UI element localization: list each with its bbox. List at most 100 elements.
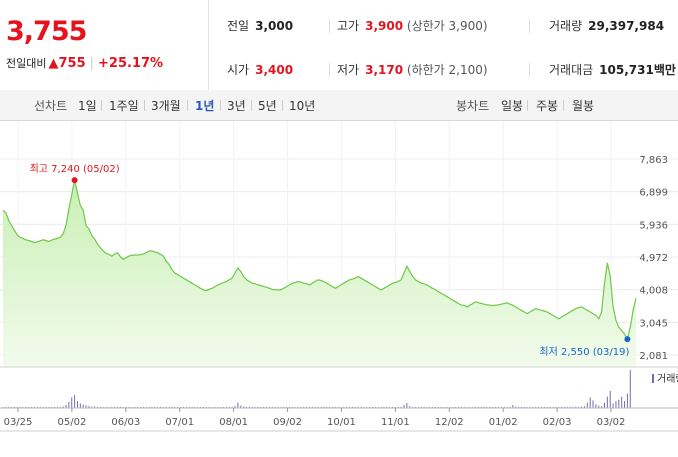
volume-bar bbox=[74, 395, 76, 408]
tab-1-year[interactable]: 1년 bbox=[195, 99, 215, 113]
tab-divider bbox=[282, 100, 283, 111]
volume-bar bbox=[603, 402, 605, 408]
volume-bar bbox=[583, 406, 585, 408]
current-price: 3,755 bbox=[6, 16, 87, 47]
volume-bar bbox=[400, 406, 402, 408]
volume-bar bbox=[629, 370, 631, 408]
open-label: 시가 bbox=[227, 63, 250, 77]
chart-period-tabs: 선차트 1일 1주일 3개월 1년 3년 5년 10년 봉차트 일봉 주봉 월봉 bbox=[0, 90, 678, 121]
info-divider bbox=[529, 63, 530, 77]
volume-bar bbox=[615, 401, 617, 408]
volume-bar bbox=[575, 406, 577, 408]
volume-bar bbox=[578, 406, 580, 408]
volume-bar bbox=[403, 404, 405, 408]
y-tick-label: 3,045 bbox=[639, 318, 668, 329]
y-tick-label: 7,863 bbox=[639, 155, 668, 166]
volume-bar bbox=[561, 406, 563, 408]
y-tick-label: 2,081 bbox=[639, 351, 668, 362]
info-divider bbox=[329, 63, 330, 77]
price-change: 전일대비 ▲755 | +25.17% bbox=[6, 55, 163, 71]
volume-bar bbox=[626, 393, 628, 408]
tab-3-years[interactable]: 3년 bbox=[227, 99, 246, 113]
tab-monthly-candle[interactable]: 월봉 bbox=[572, 99, 595, 113]
volume-bar bbox=[79, 403, 81, 408]
x-tick-label: 02/03 bbox=[543, 417, 572, 428]
tab-weekly-candle[interactable]: 주봉 bbox=[536, 99, 559, 113]
volume-bar bbox=[563, 406, 565, 408]
tab-daily-candle[interactable]: 일봉 bbox=[501, 99, 524, 113]
volume-bar bbox=[234, 406, 236, 408]
price-line bbox=[2, 179, 637, 341]
x-tick-label: 10/01 bbox=[327, 417, 356, 428]
volume-bar bbox=[62, 406, 64, 408]
volume-bar bbox=[76, 401, 78, 408]
volume-bar bbox=[99, 406, 101, 408]
high-info: 고가 3,900 (상한가 3,900) bbox=[337, 17, 488, 34]
x-tick-label: 08/01 bbox=[219, 417, 248, 428]
volume-bar bbox=[94, 406, 96, 408]
tab-5-years[interactable]: 5년 bbox=[258, 99, 277, 113]
high-marker bbox=[71, 177, 78, 184]
x-tick-label: 06/03 bbox=[111, 417, 140, 428]
volume-bar bbox=[586, 402, 588, 408]
amount-unit: 백만 bbox=[653, 63, 676, 77]
tab-divider bbox=[527, 100, 528, 111]
tab-3-months[interactable]: 3개월 bbox=[151, 99, 181, 113]
x-tick-label: 05/02 bbox=[57, 417, 86, 428]
tab-1-day[interactable]: 1일 bbox=[78, 99, 97, 113]
tab-10-years[interactable]: 10년 bbox=[289, 99, 316, 113]
volume-bar bbox=[598, 405, 600, 408]
tab-divider bbox=[187, 100, 188, 111]
price-chart: 7,863 6,899 5,936 4,972 4,008 3,045 2,081 최고 7,… bbox=[0, 121, 678, 432]
volume-bar bbox=[314, 406, 316, 408]
info-divider bbox=[529, 19, 530, 33]
volume-bar bbox=[317, 406, 319, 408]
volume-bar bbox=[612, 403, 614, 408]
volume-bar bbox=[509, 406, 511, 408]
volume-bar bbox=[601, 406, 603, 408]
volume-bar bbox=[243, 406, 245, 408]
change-rate: +25.17% bbox=[98, 56, 164, 71]
price-area bbox=[3, 180, 636, 367]
amount-label: 거래대금 bbox=[549, 63, 594, 77]
volume-bar bbox=[412, 406, 414, 408]
volume-bar bbox=[512, 404, 514, 408]
volume-bar bbox=[606, 396, 608, 408]
tab-1-week[interactable]: 1주일 bbox=[109, 99, 139, 113]
y-tick-label: 5,936 bbox=[639, 220, 668, 231]
up-arrow-icon: ▲ bbox=[48, 56, 59, 71]
prev-close-info: 전일 3,000 bbox=[227, 17, 293, 34]
volume-bar bbox=[231, 406, 233, 408]
change-label: 전일대비 bbox=[6, 57, 47, 70]
volume-bar bbox=[595, 404, 597, 408]
upper-limit-note: (상한가 3,900) bbox=[406, 19, 488, 33]
open-value: 3,400 bbox=[255, 63, 294, 77]
high-label: 고가 bbox=[337, 19, 360, 33]
change-divider: | bbox=[89, 56, 95, 71]
volume-bar bbox=[569, 406, 571, 408]
volume-bar bbox=[609, 390, 611, 408]
volume-bar bbox=[91, 406, 93, 408]
tab-divider bbox=[101, 100, 102, 111]
tab-divider bbox=[563, 100, 564, 111]
open-info: 시가 3,400 bbox=[227, 61, 293, 78]
high-annotation: 최고 7,240 (05/02) bbox=[30, 163, 120, 175]
tab-divider bbox=[251, 100, 252, 111]
volume-bar bbox=[592, 400, 594, 408]
amount-info: 거래대금 105,731백만 bbox=[549, 61, 676, 78]
volume-bar bbox=[71, 397, 73, 408]
volume-legend-swatch bbox=[652, 374, 654, 383]
volume-bar bbox=[581, 406, 583, 408]
line-chart-label: 선차트 bbox=[34, 99, 68, 113]
volume-bar bbox=[572, 406, 574, 408]
volume-value: 29,397,984 bbox=[588, 19, 665, 33]
volume-bar bbox=[88, 406, 90, 408]
x-tick-label: 03/25 bbox=[4, 417, 33, 428]
x-tick-label: 07/01 bbox=[165, 417, 194, 428]
volume-bar bbox=[248, 406, 250, 408]
volume-bar bbox=[621, 396, 623, 408]
volume-bar bbox=[589, 397, 591, 408]
x-tick-label: 09/02 bbox=[273, 417, 302, 428]
low-annotation: 최저 2,550 (03/19) bbox=[539, 346, 629, 358]
volume-bar bbox=[566, 406, 568, 408]
